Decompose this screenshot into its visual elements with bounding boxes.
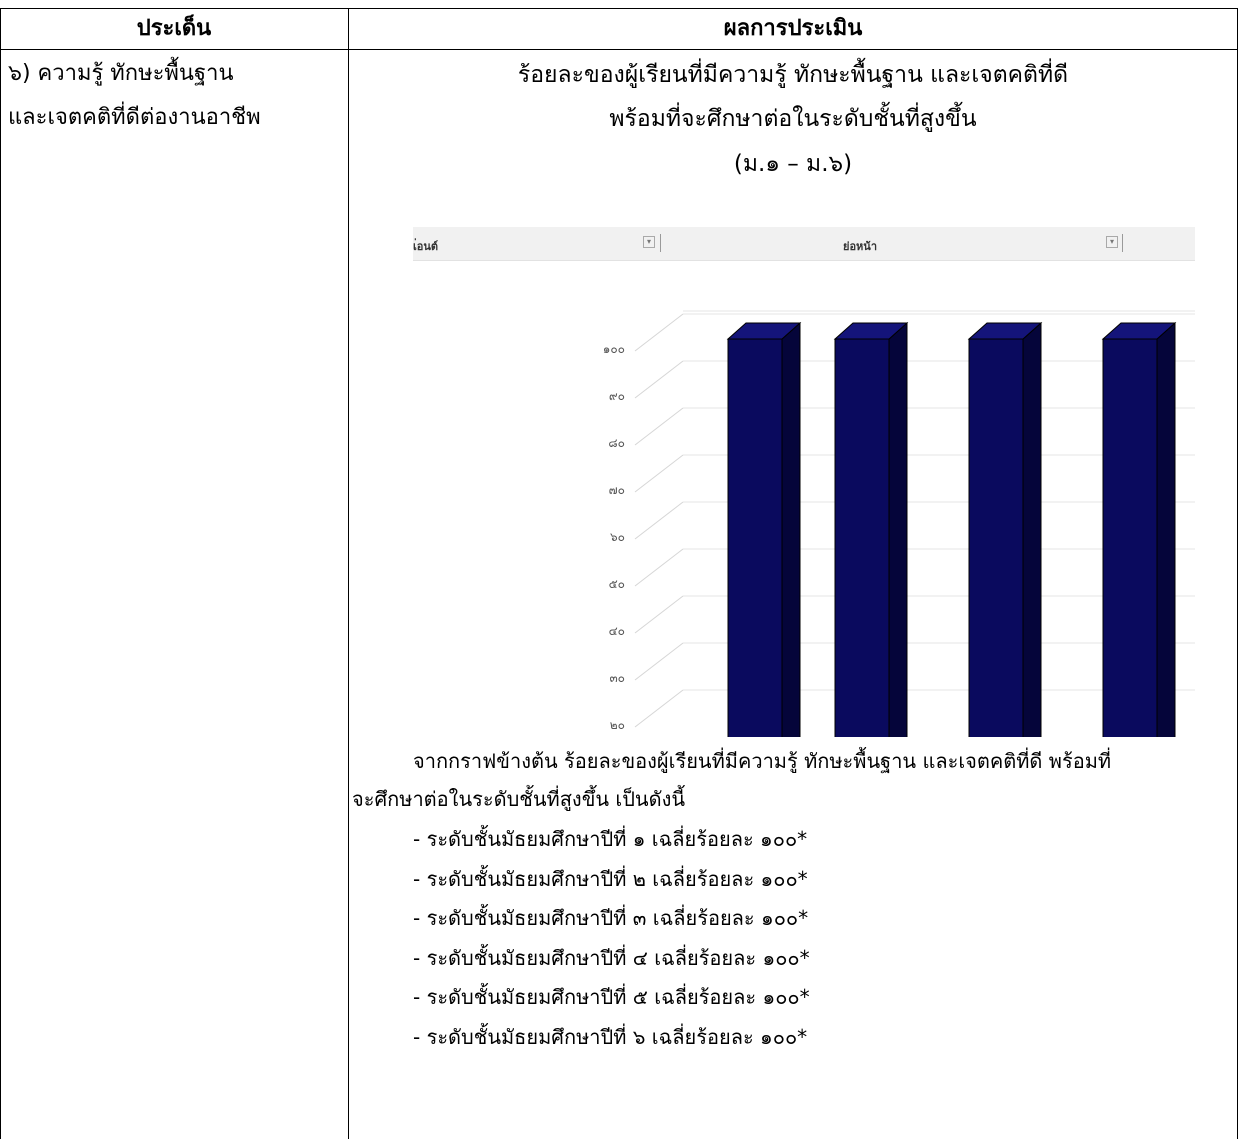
table-header-divider: [0, 49, 1238, 50]
summary-list-item: - ระดับชั้นมัธยมศึกษาปีที่ ๑ เฉลี่ยร้อยล…: [413, 827, 808, 851]
summary-list-item: - ระดับชั้นมัธยมศึกษาปีที่ ๓ เฉลี่ยร้อยล…: [413, 906, 809, 931]
y-tick-label: ๗๐: [609, 483, 625, 497]
gridline-floor-connector: [634, 595, 684, 634]
chart-toolbar: เ่อนต์ ▾ ย่อหน้า ▾: [413, 227, 1195, 261]
summary-list-item: - ระดับชั้นมัธยมศึกษาปีที่ ๒ เฉลี่ยร้อยล…: [413, 866, 808, 891]
y-tick-label: ๑๐๐: [603, 342, 625, 356]
gridline-floor-connector: [634, 407, 684, 446]
bar-top: [833, 322, 909, 340]
y-tick-label: ๙๐: [609, 389, 625, 403]
y-tick-label: ๔๐: [609, 624, 625, 638]
topic-line-1: ๖) ความรู้ ทักษะพื้นฐาน: [8, 61, 234, 86]
gridline-floor-connector: [634, 642, 684, 681]
chart-image: เ่อนต์ ▾ ย่อหน้า ▾ ๒๐ ๓๐ ๔๐ ๕๐ ๖๐ ๗๐ ๘๐ ๙๐ ๑๐๐: [413, 227, 1195, 737]
gridline-floor-connector: [634, 548, 684, 587]
bar: [968, 338, 1024, 737]
bar-side: [781, 321, 801, 737]
toolbar-separator: [1122, 234, 1123, 252]
bar-top: [1101, 322, 1177, 340]
bar-top: [967, 322, 1043, 340]
gridline-floor-connector: [634, 454, 684, 493]
summary-list-item: - ระดับชั้นมัธยมศึกษาปีที่ ๕ เฉลี่ยร้อยล…: [413, 985, 810, 1010]
bar-top: [726, 322, 802, 340]
gridline-floor-connector: [634, 689, 684, 728]
table-left-border: [0, 8, 1, 1139]
bar: [727, 338, 783, 737]
table-column-divider: [348, 8, 349, 1139]
filter-dropdown-icon[interactable]: ▾: [643, 236, 655, 248]
toolbar-label-right: ย่อหน้า: [843, 240, 877, 253]
y-tick-label: ๘๐: [608, 436, 625, 450]
bar-chart: ๒๐ ๓๐ ๔๐ ๕๐ ๖๐ ๗๐ ๘๐ ๙๐ ๑๐๐: [603, 310, 1195, 737]
y-tick-label: ๓๐: [609, 671, 625, 685]
bar: [834, 338, 890, 737]
summary-line-1: จากกราฟข้างต้น ร้อยละของผู้เรียนที่มีควา…: [413, 749, 1112, 773]
bar-side: [888, 321, 908, 737]
bar-side: [1022, 321, 1042, 737]
bar-side: [1156, 321, 1176, 737]
header-topic: ประเด็น: [136, 16, 212, 41]
chart-title-line-3: (ม.๑ – ม.๖): [733, 151, 853, 177]
bar: [1102, 338, 1158, 737]
summary-list-item: - ระดับชั้นมัธยมศึกษาปีที่ ๖ เฉลี่ยร้อยล…: [413, 1025, 808, 1049]
header-evaluation: ผลการประเมิน: [723, 16, 863, 41]
gridline-floor-connector: [634, 360, 684, 399]
toolbar-separator: [660, 234, 661, 252]
gridline-floor-connector: [634, 313, 684, 352]
chart-title-line-2: พร้อมที่จะศึกษาต่อในระดับชั้นที่สูงขึ้น: [609, 106, 977, 132]
summary-line-2: จะศึกษาต่อในระดับชั้นที่สูงขึ้น เป็นดังน…: [352, 787, 686, 811]
filter-dropdown-icon[interactable]: ▾: [1106, 236, 1118, 248]
gridline-floor-connector: [634, 501, 684, 540]
topic-line-2: และเจตคติที่ดีต่องานอาชีพ: [8, 105, 261, 130]
toolbar-label-left: เ่อนต์: [413, 240, 439, 253]
table-top-border: [0, 8, 1238, 9]
y-tick-label: ๕๐: [609, 577, 625, 591]
y-tick-label: ๖๐: [610, 530, 625, 544]
summary-list-item: - ระดับชั้นมัธยมศึกษาปีที่ ๔ เฉลี่ยร้อยล…: [413, 945, 810, 970]
chart-title-line-1: ร้อยละของผู้เรียนที่มีความรู้ ทักษะพื้นฐ…: [517, 62, 1069, 88]
y-tick-label: ๒๐: [610, 718, 625, 732]
